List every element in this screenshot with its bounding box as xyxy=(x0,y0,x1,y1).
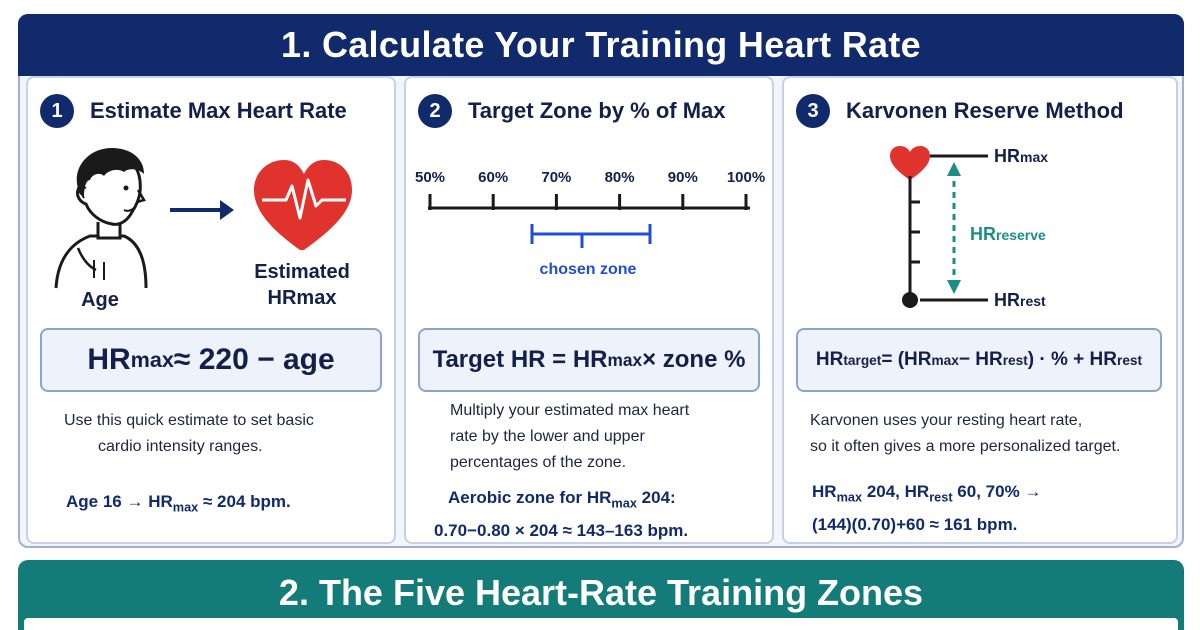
panel-karvonen: 3 Karvonen Reserve Method HRmax HRreserv… xyxy=(782,76,1178,544)
heart-icon xyxy=(890,146,930,180)
scale-tick-label: 70% xyxy=(541,169,571,186)
example-3-line2: (144)(0.70)+60 ≈ 161 bpm. xyxy=(812,515,1018,535)
formula-hr: HR xyxy=(87,343,131,376)
heart-rate-reserve-diagram: HRmax HRreserve HRrest xyxy=(890,146,1048,310)
person-icon xyxy=(54,148,148,289)
reserve-arrow xyxy=(947,162,961,294)
kf-sub2: max xyxy=(931,352,959,368)
section-2-title: 2. The Five Heart-Rate Training Zones xyxy=(278,572,924,613)
max-hr-formula: HR max ≈ 220 − age xyxy=(40,328,382,392)
panel-2-desc-line1: Multiply your estimated max heart xyxy=(450,402,690,419)
example-2-line2: 0.70−0.80 × 204 ≈ 143–163 bpm. xyxy=(434,521,689,541)
kf-sub3: rest xyxy=(1002,352,1028,368)
kf-sub1: target xyxy=(843,352,882,368)
formula-2-sub: max xyxy=(607,349,643,370)
section-2-header: 2. The Five Heart-Rate Training Zones xyxy=(18,560,1184,630)
example-2-pre: Aerobic zone for HR xyxy=(448,488,612,507)
formula-max-sub: max xyxy=(130,347,174,372)
panel-1-desc-line1: Use this quick estimate to set basic xyxy=(64,412,314,429)
ex3-a: HR xyxy=(812,482,837,501)
example-1-pre: Age 16 → HR xyxy=(66,492,173,511)
formula-2-pre: Target HR = HR xyxy=(432,346,608,373)
hrrest-diagram-label: HRrest xyxy=(994,290,1046,310)
target-hr-formula: Target HR = HR max × zone % xyxy=(418,328,760,392)
panel-estimate-max-hr: 1 Estimate Max Heart Rate Age Estimate xyxy=(26,76,396,544)
panel-2-description: Multiply your estimated max heart rate b… xyxy=(450,398,760,476)
panel-1-description: Use this quick estimate to set basic car… xyxy=(64,408,384,460)
formula-2-post: × zone % xyxy=(642,346,746,373)
step-number-3: 3 xyxy=(796,94,830,128)
ex3-a-sub: max xyxy=(836,489,863,505)
panel-1-desc-line2: cardio intensity ranges. xyxy=(98,438,263,455)
step-3-heading: 3 Karvonen Reserve Method xyxy=(796,94,1124,128)
panel-2-desc-line3: percentages of the zone. xyxy=(450,454,627,471)
kf-mid3: ) · % + HR xyxy=(1027,349,1117,370)
example-1-post: ≈ 204 bpm. xyxy=(198,492,291,511)
step-3-title: Karvonen Reserve Method xyxy=(846,98,1124,123)
scale-tick-label: 80% xyxy=(605,169,635,186)
age-to-hrmax-illustration: Age Estimated HRmax xyxy=(54,148,352,311)
hrmax-diagram-label: HRmax xyxy=(994,146,1048,166)
chosen-zone-bracket xyxy=(530,224,652,248)
karvonen-formula: HR target = (HR max − HR rest) · % + HR rest xyxy=(796,328,1162,392)
kf-mid1: = (HR xyxy=(881,349,932,370)
arrow-right-icon xyxy=(170,200,234,220)
kf-hr1: HR xyxy=(815,349,844,370)
rest-point xyxy=(902,292,918,308)
kf-mid2: − HR xyxy=(958,349,1003,370)
example-1-sub: max xyxy=(172,499,199,515)
scale-tick-label: 90% xyxy=(668,169,698,186)
hrmax-label: HRmax xyxy=(268,287,337,309)
heart-pulse-icon xyxy=(254,160,352,250)
section-2-body xyxy=(24,618,1178,630)
panel-3-example: HRmax 204, HRrest 60, 70% → (144)(0.70)+… xyxy=(812,478,1172,539)
panel-3-description: Karvonen uses your resting heart rate, s… xyxy=(810,408,1170,460)
estimated-label: Estimated xyxy=(254,261,350,283)
scale-tick-label: 60% xyxy=(478,169,508,186)
step-1-heading: 1 Estimate Max Heart Rate xyxy=(40,94,347,128)
step-number-1: 1 xyxy=(40,94,74,128)
panel-3-desc-line2: so it often gives a more personalized ta… xyxy=(810,438,1121,455)
panel-3-desc-line1: Karvonen uses your resting heart rate, xyxy=(810,412,1083,429)
step-2-title: Target Zone by % of Max xyxy=(468,98,726,123)
chosen-zone-label: chosen zone xyxy=(540,261,637,278)
example-2-sub: max xyxy=(611,495,637,511)
panel-target-zone: 2 Target Zone by % of Max 50% 60% 70% 80% 90… xyxy=(404,76,774,544)
formula-rest: ≈ 220 − age xyxy=(173,343,335,376)
scale-tick-label: 100% xyxy=(727,169,765,186)
ex3-b: 204, HR xyxy=(862,482,930,501)
age-label: Age xyxy=(81,289,119,311)
scale-tick-label: 50% xyxy=(415,169,445,186)
step-number-2: 2 xyxy=(418,94,452,128)
ex3-b-sub: rest xyxy=(929,489,953,505)
section-1-title: 1. Calculate Your Training Heart Rate xyxy=(281,24,921,65)
panel-2-desc-line2: rate by the lower and upper xyxy=(450,428,645,445)
step-1-title: Estimate Max Heart Rate xyxy=(90,98,347,123)
panel-1-example: Age 16 → HRmax ≈ 204 bpm. xyxy=(66,488,291,521)
kf-sub4: rest xyxy=(1117,352,1143,368)
ex3-c: 60, 70% → xyxy=(952,482,1042,501)
section-1-header: 1. Calculate Your Training Heart Rate xyxy=(18,14,1184,76)
step-2-heading: 2 Target Zone by % of Max xyxy=(418,94,726,128)
example-2-post: 204: xyxy=(636,488,676,507)
hrreserve-label: HRreserve xyxy=(970,224,1046,244)
zone-scale-diagram: 50% 60% 70% 80% 90% 100% chosen zone xyxy=(415,169,765,278)
panel-2-example: Aerobic zone for HRmax 204: 0.70−0.80 × … xyxy=(434,484,770,545)
